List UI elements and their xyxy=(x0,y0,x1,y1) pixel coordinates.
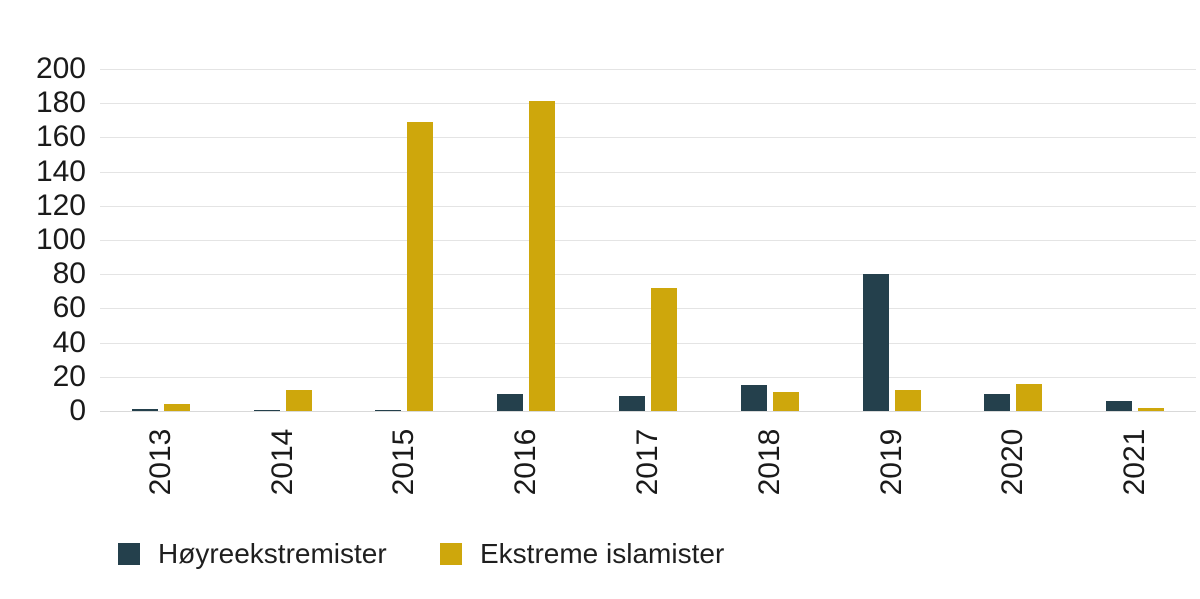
bar-hoyreekstremister-2014 xyxy=(253,410,280,411)
bar-ekstreme-islamister-2017 xyxy=(651,287,677,411)
bar-hoyreekstremister-2020 xyxy=(984,393,1011,411)
legend-label-ekstreme-islamister: Ekstreme islamister xyxy=(480,538,725,569)
bar-ekstreme-islamister-2018 xyxy=(772,392,799,411)
bar-ekstreme-islamister-2021 xyxy=(1138,407,1165,411)
gridline xyxy=(100,171,1196,173)
gridline xyxy=(100,205,1196,207)
bar-hoyreekstremister-2021 xyxy=(1106,400,1133,411)
y-axis-tick-label: 140 xyxy=(35,154,86,188)
y-axis-tick-label: 60 xyxy=(52,291,86,325)
y-axis-tick-label: 100 xyxy=(35,223,86,256)
bar-hoyreekstremister-2017 xyxy=(619,395,645,411)
y-axis-tick-label: 80 xyxy=(52,257,86,291)
y-axis-tick-label: 180 xyxy=(35,86,86,120)
gridline xyxy=(100,308,1196,310)
legend-item-hoyreekstremister: Høyreekstremister xyxy=(118,540,387,568)
x-axis-tick-label: 2013 xyxy=(143,428,177,496)
bar-hoyreekstremister-2013 xyxy=(131,409,158,411)
gridline xyxy=(100,274,1196,276)
bar-ekstreme-islamister-2020 xyxy=(1016,383,1043,411)
y-axis-tick-label: 0 xyxy=(69,394,86,427)
x-axis-tick-label: 2017 xyxy=(631,428,664,496)
x-axis-tick-label: 2014 xyxy=(265,428,299,496)
bar-hoyreekstremister-2019 xyxy=(862,274,889,411)
legend-label-hoyreekstremister: Høyreekstremister xyxy=(158,538,387,569)
bar-hoyreekstremister-2015 xyxy=(375,410,402,411)
x-axis-tick-label: 2018 xyxy=(752,428,786,496)
legend-swatch-ekstreme-islamister xyxy=(440,543,462,565)
bar-ekstreme-islamister-2013 xyxy=(163,404,190,411)
gridline xyxy=(100,411,1196,412)
y-axis-tick-label: 120 xyxy=(35,188,86,222)
y-axis-tick-label: 40 xyxy=(52,325,86,359)
gridline xyxy=(100,342,1196,344)
bar-ekstreme-islamister-2014 xyxy=(285,390,312,411)
bar-ekstreme-islamister-2015 xyxy=(407,122,434,411)
bar-hoyreekstremister-2016 xyxy=(497,393,524,411)
gridline xyxy=(100,103,1196,105)
bar-ekstreme-islamister-2019 xyxy=(894,390,921,411)
x-axis-tick-label: 2021 xyxy=(1118,428,1152,496)
x-axis-tick-label: 2019 xyxy=(874,428,908,496)
legend-swatch-hoyreekstremister xyxy=(118,543,140,565)
x-axis-tick-label: 2016 xyxy=(509,428,543,496)
bar-hoyreekstremister-2018 xyxy=(740,385,767,411)
y-axis-tick-label: 20 xyxy=(52,359,86,393)
legend-item-ekstreme-islamister: Ekstreme islamister xyxy=(440,540,724,568)
x-axis-tick-label: 2020 xyxy=(996,428,1030,496)
gridline xyxy=(100,240,1196,241)
gridline xyxy=(100,69,1196,70)
bar-ekstreme-islamister-2016 xyxy=(529,101,556,411)
gridline xyxy=(100,137,1196,139)
gridline xyxy=(100,376,1196,378)
x-axis-tick-label: 2015 xyxy=(387,428,421,496)
y-axis-tick-label: 160 xyxy=(35,120,86,154)
y-axis-tick-label: 200 xyxy=(35,52,86,85)
